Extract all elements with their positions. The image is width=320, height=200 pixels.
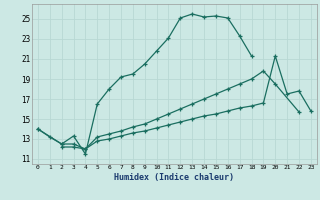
X-axis label: Humidex (Indice chaleur): Humidex (Indice chaleur)	[115, 173, 234, 182]
